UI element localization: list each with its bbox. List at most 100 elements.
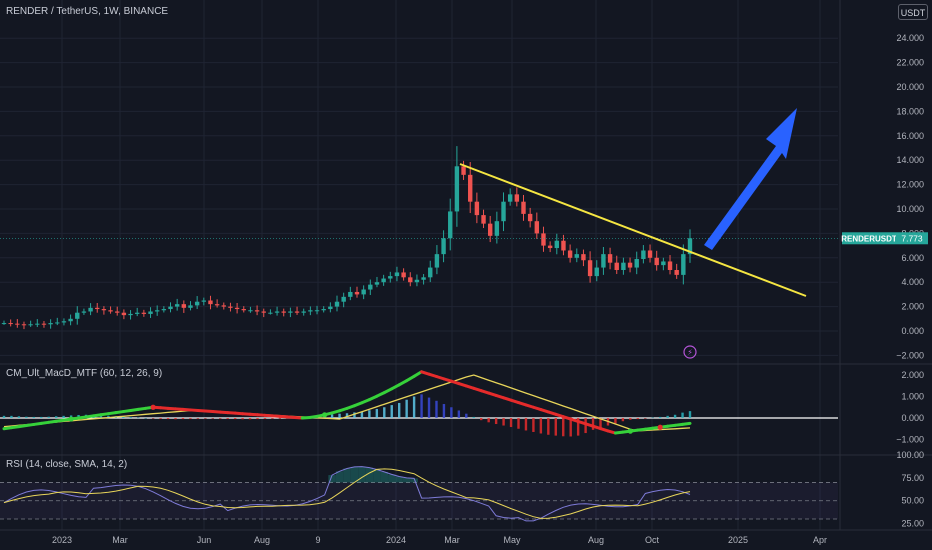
- macd-cross-dot: [657, 424, 663, 430]
- candle: [534, 221, 540, 234]
- candle: [468, 174, 473, 202]
- candle: [547, 245, 553, 249]
- candle: [21, 324, 27, 326]
- macd-signal-line: [3, 374, 691, 432]
- candle: [687, 238, 693, 255]
- macd-line-segment: [681, 421, 692, 426]
- macd-bar: [99, 415, 103, 418]
- rsi-ma-line: [3, 468, 691, 519]
- macd-bar: [189, 418, 192, 419]
- macd-bar: [204, 418, 207, 419]
- macd-bar: [405, 399, 408, 418]
- candle: [448, 211, 453, 239]
- macd-bar: [263, 418, 267, 419]
- rsi-overbought-fill: [373, 469, 381, 483]
- rsi-overbought-fill: [350, 466, 359, 483]
- macd-bar: [517, 418, 520, 429]
- candle: [135, 312, 140, 314]
- macd-tick-label: −1.000: [896, 435, 924, 445]
- candle: [308, 310, 313, 312]
- macd-bar: [278, 418, 282, 419]
- lightning-icon: [683, 345, 697, 359]
- macd-bar: [2, 415, 6, 418]
- macd-bar: [658, 416, 662, 418]
- candle: [314, 310, 320, 312]
- macd-bar: [666, 415, 669, 418]
- candle: [421, 277, 426, 280]
- macd-bar: [427, 397, 431, 418]
- candle: [434, 254, 440, 268]
- macd-cross-dot: [322, 412, 328, 418]
- macd-bar: [338, 413, 341, 418]
- candle: [121, 312, 127, 316]
- macd-cross-dot: [150, 404, 156, 410]
- candle: [168, 306, 173, 310]
- macd-bar: [629, 418, 632, 420]
- candle: [95, 307, 100, 310]
- candle: [301, 311, 306, 313]
- rsi-overbought-fill: [358, 466, 366, 483]
- candle: [574, 254, 579, 258]
- rsi-tick-label: 75.00: [901, 473, 924, 483]
- candle: [201, 300, 207, 302]
- candle: [681, 254, 686, 275]
- macd-bar: [256, 418, 259, 420]
- macd-bar: [196, 418, 200, 419]
- candle: [661, 261, 666, 266]
- macd-bar: [166, 418, 170, 420]
- macd-label: CM_Ult_MacD_MTF (60, 12, 26, 9): [6, 368, 163, 379]
- macd-bar: [375, 408, 379, 418]
- candle: [248, 310, 253, 312]
- candle: [181, 304, 187, 308]
- candle: [614, 262, 619, 270]
- rsi-line: [3, 466, 691, 522]
- price-tick-label: 12.000: [896, 180, 924, 190]
- candle: [514, 194, 520, 202]
- candle: [328, 306, 333, 310]
- macd-bar: [144, 418, 147, 419]
- macd-bar: [591, 418, 595, 430]
- candle: [281, 311, 286, 313]
- x-tick-label: Mar: [444, 535, 460, 545]
- macd-bar: [412, 396, 416, 418]
- currency-button[interactable]: USDT: [898, 4, 928, 20]
- macd-bar: [129, 417, 132, 418]
- candle: [541, 233, 546, 246]
- candle: [48, 323, 53, 325]
- macd-bar: [25, 416, 28, 418]
- candle: [667, 261, 673, 270]
- macd-histogram: [2, 394, 692, 437]
- candle: [334, 301, 340, 307]
- candle: [221, 305, 226, 307]
- candle: [15, 323, 20, 325]
- macd-bar: [233, 418, 237, 420]
- macd-bar: [532, 418, 535, 432]
- candle: [381, 278, 386, 283]
- x-tick-label: Jun: [197, 535, 212, 545]
- candle: [428, 267, 433, 278]
- macd-bar: [636, 418, 640, 420]
- candle: [81, 311, 87, 313]
- candle: [28, 324, 33, 326]
- candle: [321, 309, 326, 311]
- x-tick-label: 2024: [386, 535, 406, 545]
- price-tick-label: −2.000: [896, 350, 924, 360]
- macd-bar: [122, 416, 125, 418]
- candle: [141, 312, 147, 314]
- price-tick-label: 22.000: [896, 58, 924, 68]
- macd-bar: [17, 416, 21, 418]
- macd-bar: [651, 417, 654, 419]
- candle: [341, 296, 346, 302]
- macd-bar: [47, 416, 50, 418]
- candle: [474, 201, 480, 216]
- price-tick-label: 24.000: [896, 33, 924, 43]
- candle: [354, 291, 360, 295]
- price-tick-label: 20.000: [896, 82, 924, 92]
- macd-bar: [54, 416, 58, 418]
- candle: [234, 307, 240, 310]
- candle: [388, 276, 393, 279]
- price-tick-label: 6.000: [901, 253, 924, 263]
- macd-tick-label: 2.000: [901, 370, 924, 380]
- candle: [214, 304, 220, 306]
